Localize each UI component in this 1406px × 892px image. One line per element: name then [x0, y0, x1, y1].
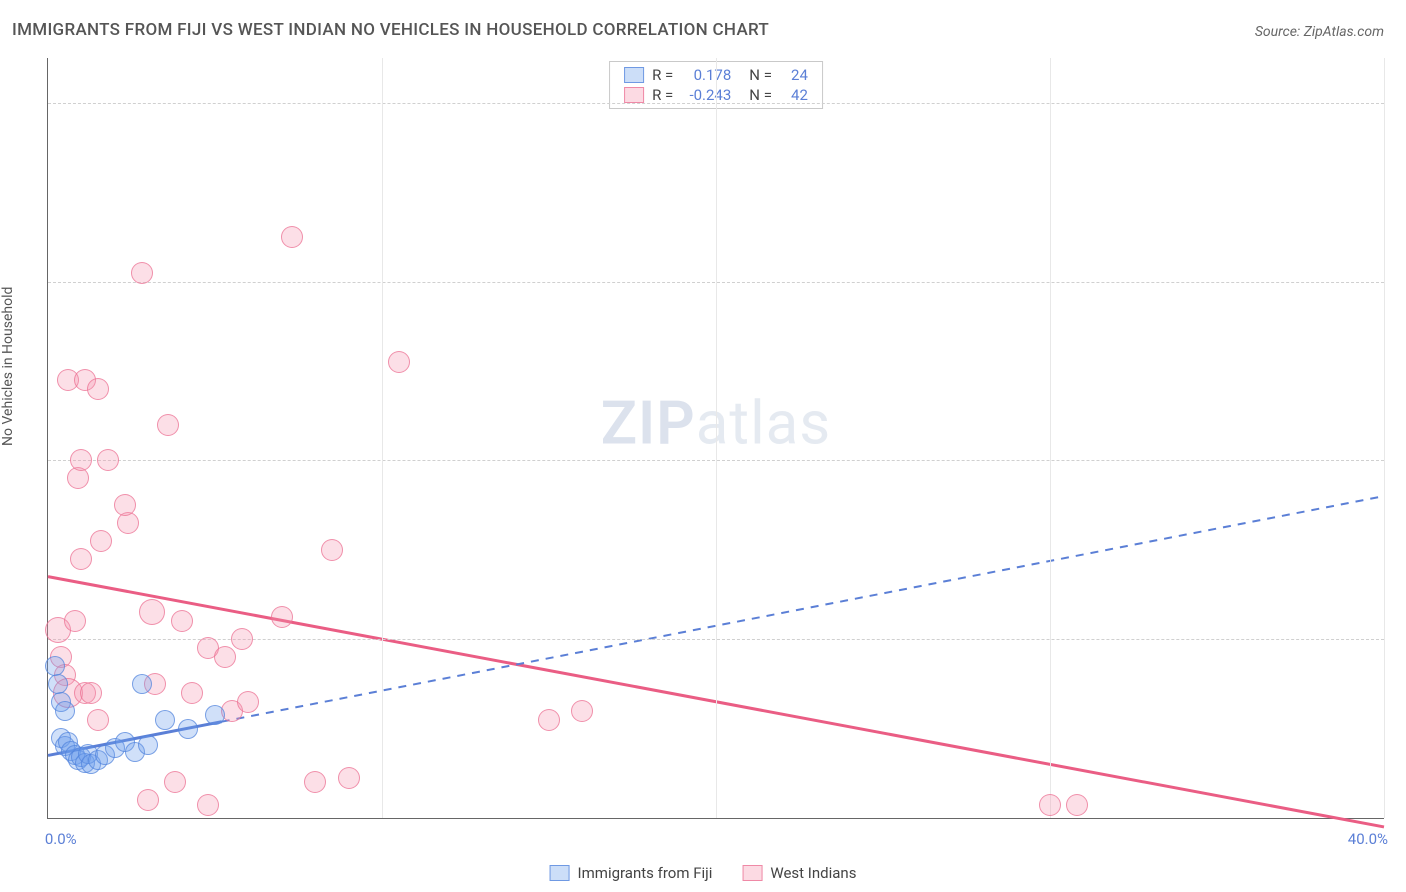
data-point	[114, 494, 136, 516]
data-point	[70, 449, 92, 471]
data-point	[90, 530, 112, 552]
swatch-pink-icon	[742, 865, 762, 881]
y-tick-label: 40.0%	[1394, 451, 1406, 469]
swatch-blue-icon	[550, 865, 570, 881]
data-point	[388, 351, 410, 373]
x-tick-label: 0.0%	[45, 830, 77, 848]
data-point	[87, 709, 109, 731]
data-point	[132, 674, 152, 694]
data-point	[205, 705, 225, 725]
data-point	[538, 709, 560, 731]
data-point	[157, 414, 179, 436]
data-point	[237, 691, 259, 713]
scatter-plot-area: ZIPatlas R = 0.178 N = 24 R = -0.243 N =…	[47, 58, 1384, 819]
y-tick-label: 60.0%	[1394, 273, 1406, 291]
data-point	[1066, 794, 1088, 816]
data-point	[48, 674, 68, 694]
x-tick-label: 40.0%	[1348, 830, 1388, 848]
data-point	[1039, 794, 1061, 816]
data-point	[338, 767, 360, 789]
data-point	[64, 610, 86, 632]
data-point	[138, 735, 158, 755]
data-point	[178, 719, 198, 739]
chart-title: IMMIGRANTS FROM FIJI VS WEST INDIAN NO V…	[12, 20, 769, 40]
data-point	[45, 656, 65, 676]
y-axis-title: No Vehicles in Household	[0, 287, 16, 446]
data-point	[97, 449, 119, 471]
y-tick-label: 80.0%	[1394, 94, 1406, 112]
legend-item-wi: West Indians	[742, 864, 856, 882]
data-point	[231, 628, 253, 650]
data-point	[155, 710, 175, 730]
y-tick-label: 20.0%	[1394, 630, 1406, 648]
data-point	[197, 794, 219, 816]
data-point	[131, 262, 153, 284]
data-point	[271, 606, 293, 628]
data-point	[137, 789, 159, 811]
data-point	[304, 771, 326, 793]
data-point	[571, 700, 593, 722]
data-point	[80, 682, 102, 704]
data-point	[70, 548, 92, 570]
data-point	[214, 646, 236, 668]
source-attribution: Source: ZipAtlas.com	[1255, 24, 1384, 40]
series-legend: Immigrants from Fiji West Indians	[550, 864, 857, 882]
data-point	[55, 701, 75, 721]
legend-item-fiji: Immigrants from Fiji	[550, 864, 713, 882]
data-point	[321, 539, 343, 561]
data-point	[139, 599, 165, 625]
data-point	[181, 682, 203, 704]
data-point	[171, 610, 193, 632]
data-point	[281, 226, 303, 248]
data-point	[164, 771, 186, 793]
data-point	[87, 378, 109, 400]
